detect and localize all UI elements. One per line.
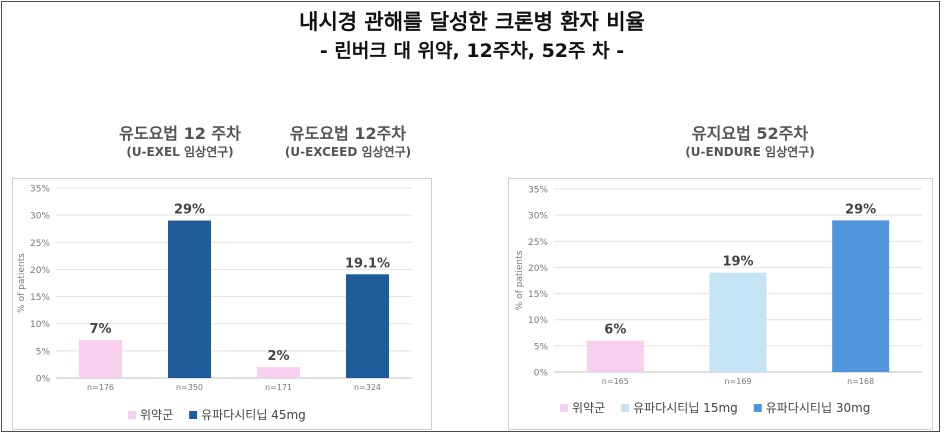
bar [709, 272, 767, 372]
bar [168, 220, 211, 378]
y-tick-label: 20% [30, 266, 50, 276]
bar [586, 340, 644, 372]
chart-maintenance: 0% 5% 10% 15% 20% 25% 30% 35% % of patients 6% n=1… [508, 178, 933, 430]
y-tick-label: 15% [30, 293, 50, 303]
chart-induction: 0% 5% 10% 15% 20% 25% 30% 35% % of patients 7% n=1… [12, 178, 432, 430]
legend-label: 위약군 [572, 400, 605, 415]
legend-label: 위약군 [140, 407, 173, 422]
y-tick-label: 20% [528, 264, 548, 274]
panel-title-endure: 유지요법 52주차 [691, 124, 809, 143]
panel-title-exceed: 유도요법 12주차 [289, 124, 407, 143]
x-tick-label: n=165 [602, 377, 629, 386]
legend-swatch [621, 404, 630, 412]
legend-label: 유파다시티닙 15mg [633, 401, 738, 415]
panel-study-exel: (U-EXEL 임상연구) [126, 145, 234, 159]
data-label: 19.1% [345, 256, 390, 271]
x-tick-label: n=171 [265, 383, 292, 392]
figure-title: 내시경 관해를 달성한 크론병 환자 비율 [299, 10, 645, 34]
legend-swatch [128, 411, 136, 419]
bar [257, 367, 300, 378]
figure-subtitle: - 린버크 대 위약, 12주차, 52주 차 - [319, 40, 625, 62]
y-tick-label: 10% [30, 320, 50, 330]
y-tick-label: 30% [528, 212, 548, 222]
legend-swatch [560, 404, 568, 412]
data-label: 6% [604, 323, 626, 338]
y-tick-label: 25% [528, 238, 548, 248]
y-tick-label: 10% [528, 316, 548, 326]
y-tick-label: 0% [36, 375, 51, 385]
data-label: 29% [174, 203, 205, 218]
y-tick-label: 5% [36, 347, 51, 357]
y-axis-label: % of patients [515, 250, 525, 310]
legend-swatch [189, 411, 198, 419]
legend-label: 유파다시티닙 45mg [201, 408, 306, 422]
x-tick-label: n=324 [354, 383, 381, 392]
x-tick-label: n=350 [176, 383, 203, 392]
y-tick-label: 0% [534, 369, 549, 379]
data-label: 29% [845, 202, 876, 217]
y-tick-label: 35% [528, 186, 548, 196]
x-tick-label: n=169 [724, 377, 751, 386]
legend-swatch [753, 404, 762, 412]
y-tick-label: 30% [30, 212, 50, 222]
y-tick-label: 35% [30, 185, 50, 195]
data-label: 19% [722, 255, 753, 270]
panel-study-endure: (U-ENDURE 임상연구) [685, 145, 815, 159]
y-tick-label: 5% [534, 342, 549, 352]
data-label: 7% [89, 322, 111, 337]
legend-label: 유파다시티닙 30mg [766, 401, 871, 415]
panel-title-exel: 유도요법 12 주차 [119, 124, 241, 143]
bar [346, 274, 389, 378]
bar [79, 340, 122, 378]
bar [832, 220, 890, 372]
x-tick-label: n=176 [87, 383, 114, 392]
y-tick-label: 15% [528, 290, 548, 300]
x-tick-label: n=168 [847, 377, 874, 386]
y-tick-label: 25% [30, 239, 50, 249]
y-axis-label: % of patients [17, 253, 27, 313]
panel-study-exceed: (U-EXCEED 임상연구) [284, 145, 412, 159]
data-label: 2% [267, 349, 289, 364]
